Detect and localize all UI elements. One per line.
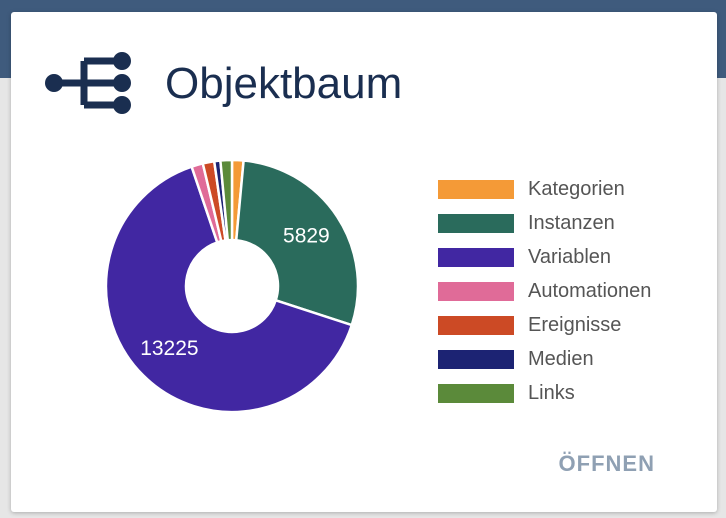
- legend-item-automationen[interactable]: Automationen: [438, 274, 651, 308]
- legend-item-instanzen[interactable]: Instanzen: [438, 206, 651, 240]
- legend-swatch: [438, 383, 514, 403]
- open-button[interactable]: ÖFFNEN: [558, 451, 655, 476]
- slice-variablen[interactable]: [104, 165, 354, 414]
- legend-label: Medien: [528, 347, 594, 370]
- legend-swatch: [438, 349, 514, 369]
- legend-item-variablen[interactable]: Variablen: [438, 240, 651, 274]
- legend-swatch: [438, 213, 514, 233]
- legend-swatch: [438, 247, 514, 267]
- card-title: Objektbaum: [165, 59, 403, 108]
- tree-structure-icon: [45, 52, 131, 114]
- legend-swatch: [438, 315, 514, 335]
- object-tree-card: Objektbaum 5829 13225 Kategorien Instanzen…: [11, 12, 717, 512]
- legend-label: Links: [528, 381, 575, 404]
- slice-instanzen[interactable]: [234, 159, 360, 327]
- legend-swatch: [438, 179, 514, 199]
- data-label-variablen: 13225: [140, 337, 198, 360]
- legend-label: Variablen: [528, 245, 612, 268]
- legend-label: Kategorien: [528, 177, 625, 200]
- legend-label: Ereignisse: [528, 313, 622, 336]
- legend-swatch: [438, 281, 514, 301]
- legend-item-kategorien[interactable]: Kategorien: [438, 172, 651, 206]
- legend-label: Automationen: [528, 279, 652, 302]
- data-label-instanzen: 5829: [283, 225, 330, 248]
- chart-legend: Kategorien Instanzen Variablen Automationen…: [438, 172, 651, 410]
- object-count-donut-chart: 5829 13225: [104, 158, 360, 414]
- legend-item-ereignisse[interactable]: Ereignisse: [438, 308, 651, 342]
- slice-links[interactable]: [219, 158, 234, 242]
- legend-label: Instanzen: [528, 211, 615, 234]
- legend-item-links[interactable]: Links: [438, 376, 651, 410]
- legend-item-medien[interactable]: Medien: [438, 342, 651, 376]
